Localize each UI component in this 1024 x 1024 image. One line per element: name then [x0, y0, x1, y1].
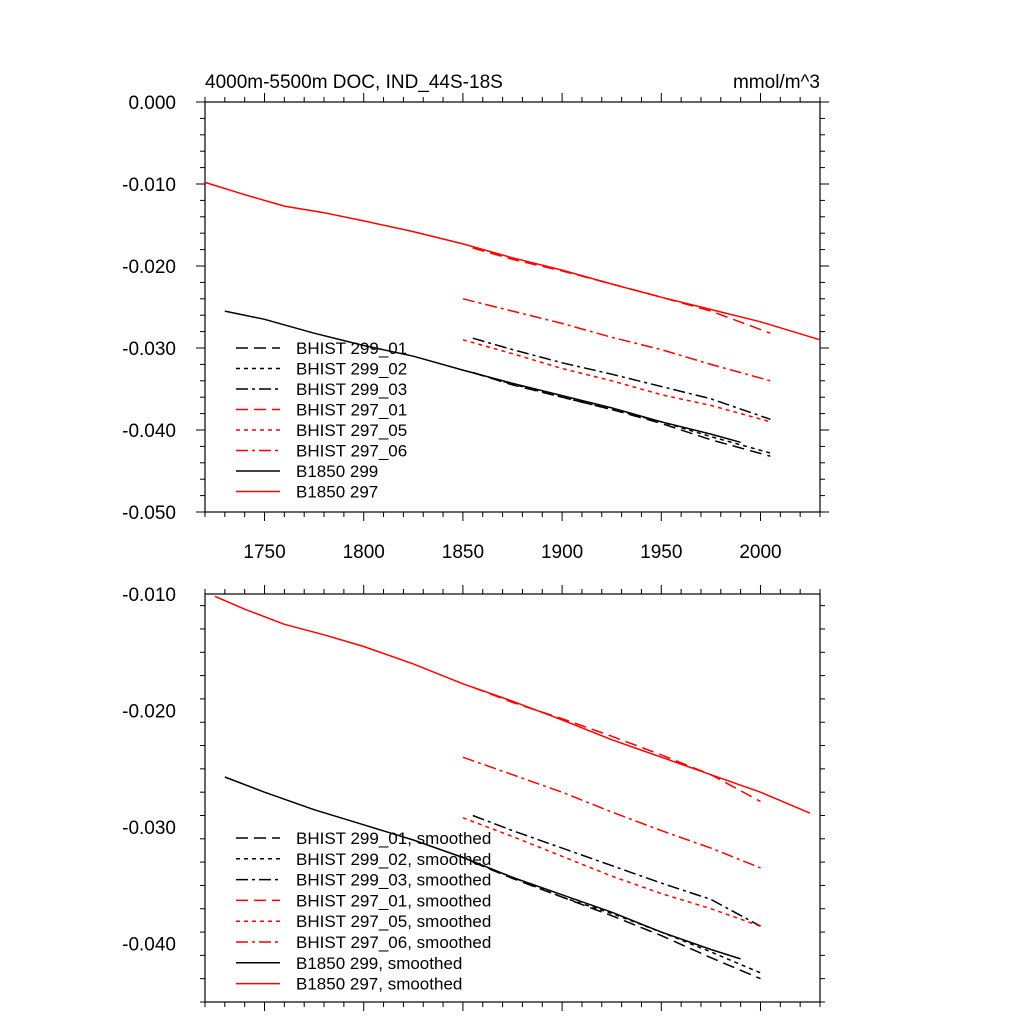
y-tick-label: -0.030	[122, 339, 176, 360]
legend-label: BHIST 297_05, smoothed	[296, 912, 491, 931]
y-tick-label: -0.010	[122, 585, 176, 606]
legend: BHIST 299_01, smoothed BHIST 299_02, smoo…	[236, 829, 491, 994]
legend-label: BHIST 299_02, smoothed	[296, 850, 491, 869]
x-tick-label: 1850	[442, 542, 484, 563]
legend-label: BHIST 299_03	[296, 380, 407, 399]
units-label: mmol/m^3	[733, 72, 820, 93]
legend-label: BHIST 299_01, smoothed	[296, 829, 491, 848]
series-line	[472, 371, 771, 454]
top-panel: 1750 1800 1850 1900 1950 2000 0.000 -0.010 -0.02…	[122, 93, 829, 563]
legend-label: BHIST 297_01, smoothed	[296, 891, 491, 910]
series-line	[462, 756, 761, 869]
plot-frame	[204, 101, 821, 513]
chart-title: 4000m-5500m DOC, IND_44S-18S	[205, 72, 503, 93]
legend-label: B1850 297	[296, 483, 378, 502]
series-line	[224, 310, 741, 444]
legend-label: B1850 297, smoothed	[296, 975, 462, 994]
x-tick-label: 2000	[739, 542, 781, 563]
y-axis-ticks	[196, 101, 829, 513]
y-axis-ticks	[200, 605, 825, 1003]
x-tick-label: 1900	[541, 542, 583, 563]
legend-label: BHIST 299_01	[296, 339, 407, 358]
y-tick-label: -0.010	[122, 175, 176, 196]
x-axis-ticks	[204, 585, 821, 1011]
legend-label: BHIST 297_05	[296, 421, 407, 440]
series-line	[472, 337, 771, 421]
series-line	[472, 247, 771, 334]
y-tick-label: -0.020	[122, 702, 176, 723]
series-line	[472, 814, 761, 927]
legend-label: BHIST 297_01	[296, 401, 407, 420]
series-line	[462, 339, 771, 423]
series-line	[472, 861, 761, 980]
legend-label: B1850 299	[296, 462, 378, 481]
y-tick-label: -0.050	[122, 503, 176, 524]
x-tick-label: 1750	[243, 542, 285, 563]
y-tick-label: -0.020	[122, 257, 176, 278]
x-tick-label: 1950	[640, 542, 682, 563]
series-line	[462, 817, 761, 927]
series-line	[462, 298, 771, 382]
series-line	[214, 595, 811, 814]
y-tick-label: 0.000	[128, 93, 176, 114]
legend-label: BHIST 299_03, smoothed	[296, 871, 491, 890]
y-tick-label: -0.030	[122, 818, 176, 839]
series-line	[472, 371, 771, 457]
series-line	[472, 686, 761, 803]
legend-label: BHIST 297_06, smoothed	[296, 933, 491, 952]
x-axis-ticks	[204, 93, 821, 521]
bottom-panel: -0.010 -0.020 -0.030 -0.040 BHIST 299_01, sm…	[122, 585, 825, 1011]
y-tick-label: -0.040	[122, 935, 176, 956]
legend-label: BHIST 297_06	[296, 442, 407, 461]
y-tick-label: -0.040	[122, 421, 176, 442]
legend-label: BHIST 299_02	[296, 360, 407, 379]
series-line	[204, 181, 821, 341]
series-line	[224, 776, 741, 960]
legend-label: B1850 299, smoothed	[296, 954, 462, 973]
plot-frame	[204, 593, 821, 1003]
x-tick-label: 1800	[343, 542, 385, 563]
